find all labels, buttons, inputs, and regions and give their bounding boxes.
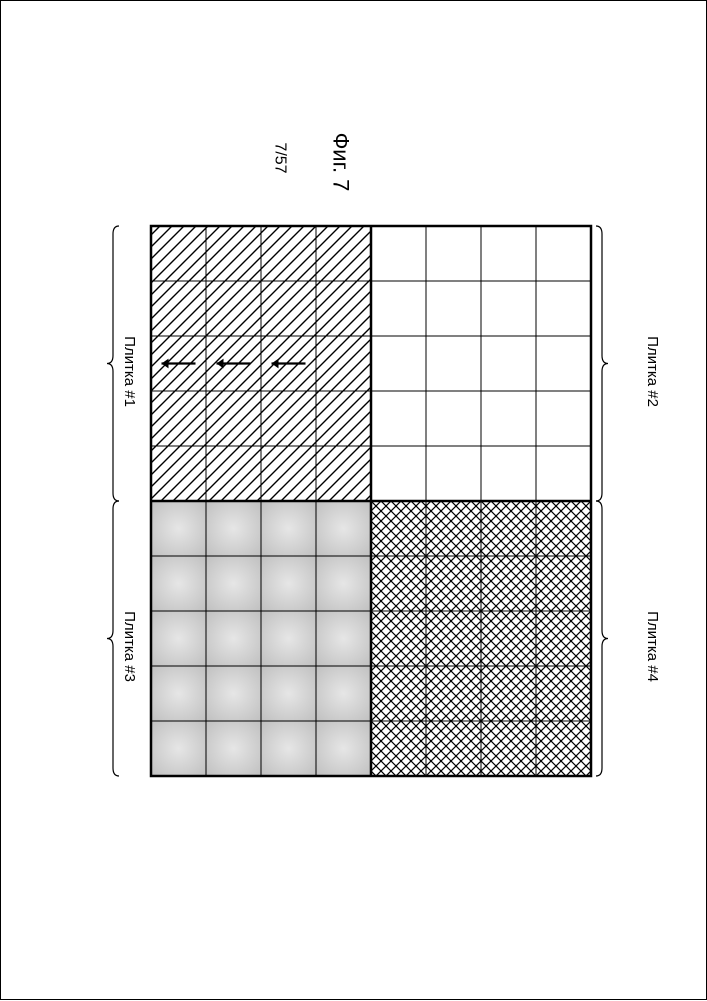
tile-2-label: Плитка #2 <box>617 363 688 381</box>
figure-grid <box>1 1 707 1001</box>
tile-1-label: Плитка #1 <box>94 363 165 381</box>
page: 7/57 Фиг. 7 Плитка #1 Плитка #2 Плитка #… <box>0 0 707 1000</box>
tile-3-label: Плитка #3 <box>94 638 165 656</box>
tile-4-label: Плитка #4 <box>617 638 688 656</box>
